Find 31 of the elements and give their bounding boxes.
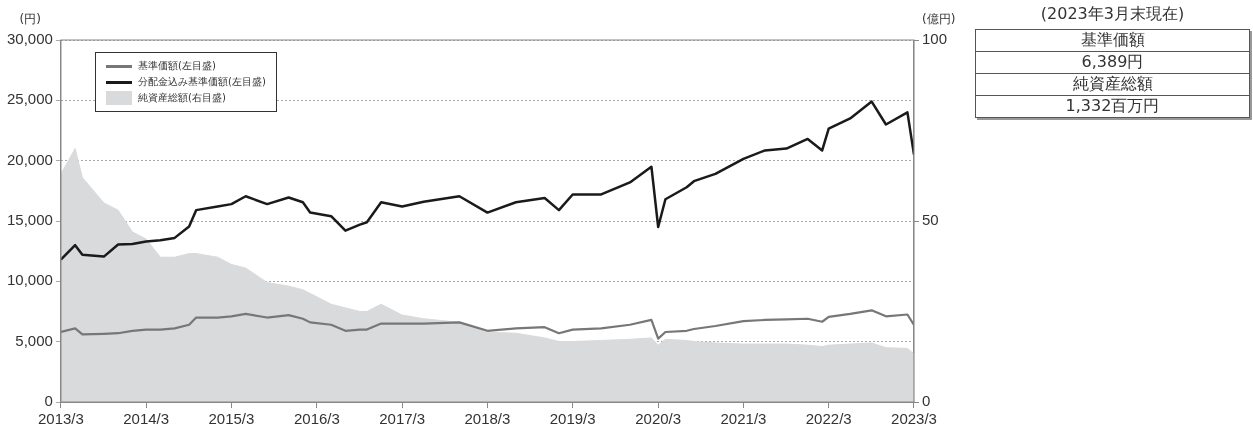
- x-tick-label: 2013/3: [37, 410, 84, 428]
- y-tick-label: 20,000: [6, 150, 53, 168]
- text: (2023年3月末現在): [1039, 4, 1186, 25]
- y2-axis-title: (億円): [921, 12, 956, 27]
- y-tick-label: 10,000: [6, 271, 53, 289]
- x-tick-label: 2017/3: [379, 410, 426, 428]
- text: 1,332百万円: [975, 95, 1250, 118]
- y2-tick-label: 100: [921, 30, 947, 48]
- y2-tick-label: 0: [921, 392, 931, 410]
- x-tick-label: 2015/3: [208, 410, 255, 428]
- x-tick-label: 2022/3: [805, 410, 852, 428]
- legend-label: 基準価額(左目盛): [138, 59, 216, 73]
- y-tick-label: 5,000: [15, 331, 53, 349]
- text: 純資産総額: [975, 73, 1250, 96]
- y-tick-label: 25,000: [6, 90, 53, 108]
- y-tick-label: 30,000: [6, 30, 53, 48]
- x-tick-label: 2016/3: [293, 410, 340, 428]
- x-tick-label: 2019/3: [549, 410, 596, 428]
- y-tick-label: 15,000: [6, 211, 53, 229]
- y2-tick-label: 50: [921, 211, 939, 229]
- text: 基準価額: [975, 29, 1250, 52]
- x-tick-label: 2023/3: [891, 410, 937, 428]
- text: 6,389円: [975, 51, 1250, 74]
- x-tick-label: 2018/3: [464, 410, 511, 428]
- y-tick-label: 0: [44, 392, 53, 410]
- x-tick-label: 2021/3: [720, 410, 767, 428]
- y-axis-title: (円): [19, 12, 41, 27]
- legend-label: 分配金込み基準価額(左目盛): [138, 75, 266, 89]
- legend-label: 純資産総額(右目盛): [138, 91, 226, 105]
- x-tick-label: 2014/3: [123, 410, 170, 428]
- x-tick-label: 2020/3: [635, 410, 682, 428]
